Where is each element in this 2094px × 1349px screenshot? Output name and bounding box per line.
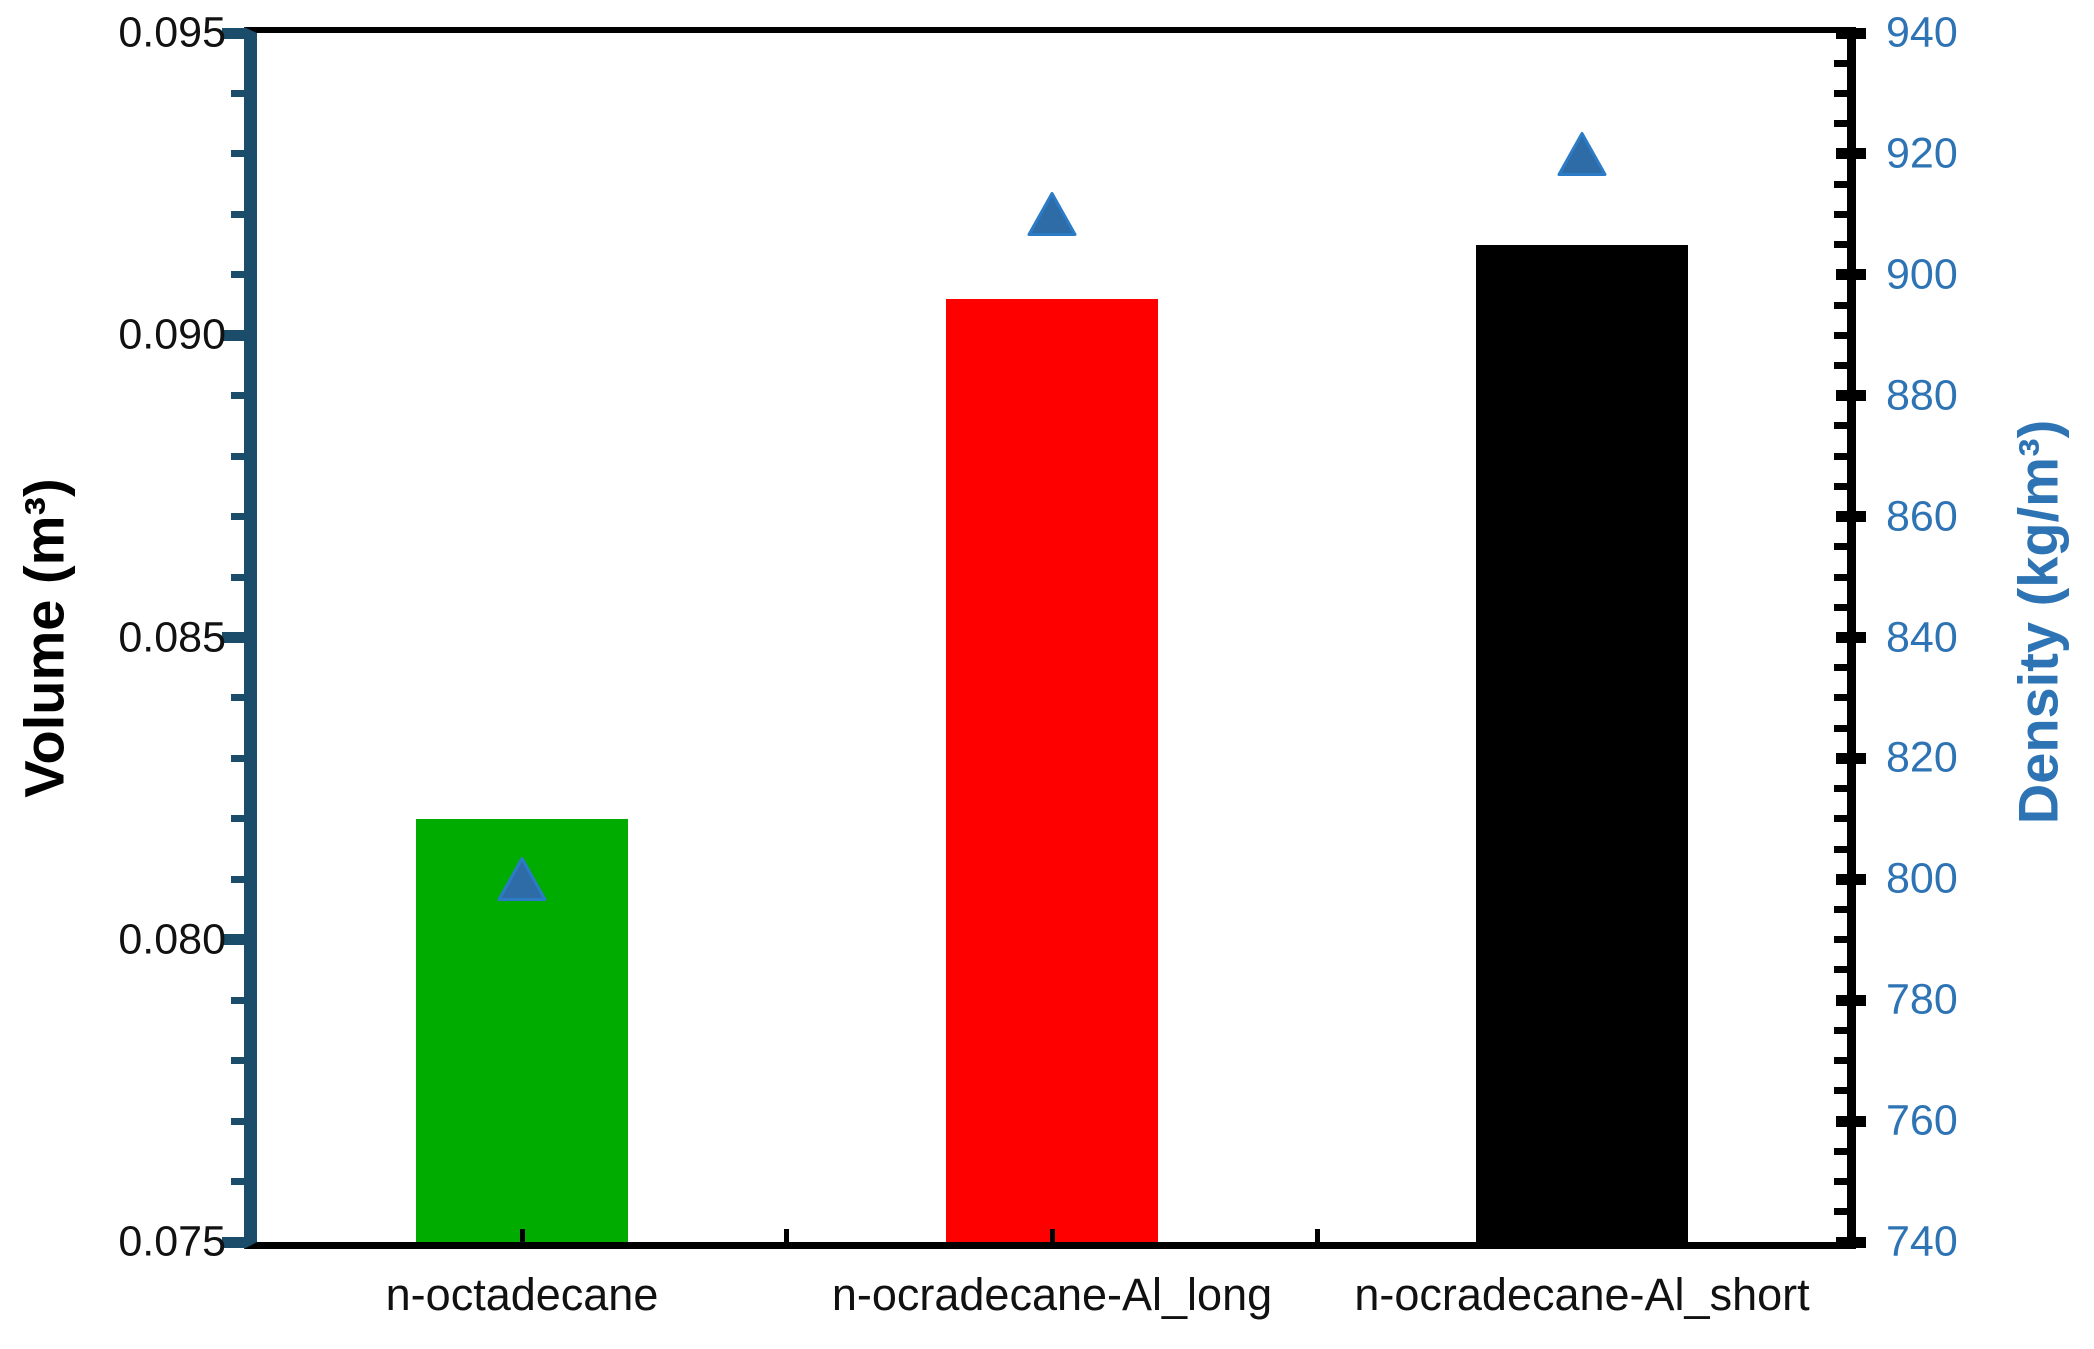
left-axis-tick-label: 0.075 xyxy=(118,1217,226,1266)
right-axis-minor-tick xyxy=(1834,362,1847,369)
left-axis-major-tick xyxy=(222,1237,244,1248)
right-axis-major-tick xyxy=(1836,1237,1866,1248)
density-marker xyxy=(1026,191,1078,238)
left-axis-minor-tick xyxy=(231,453,244,460)
right-axis-minor-tick xyxy=(1834,966,1847,973)
x-axis-inner-tick xyxy=(520,1229,525,1242)
volume-bar xyxy=(1476,245,1688,1242)
right-axis-minor-tick xyxy=(1834,815,1847,822)
right-axis-title: Density (kg/m³) xyxy=(2006,419,2070,825)
volume-bar xyxy=(946,299,1158,1242)
right-axis-tick-label: 880 xyxy=(1886,371,1958,420)
left-axis-minor-tick xyxy=(231,271,244,278)
right-axis-tick-label: 920 xyxy=(1886,129,1958,178)
left-axis-minor-tick xyxy=(231,392,244,399)
right-axis-minor-tick xyxy=(1834,543,1847,550)
right-axis-tick-label: 780 xyxy=(1886,975,1958,1024)
right-axis-major-tick xyxy=(1836,28,1866,39)
left-axis-minor-tick xyxy=(231,1118,244,1125)
right-axis-tick-label: 860 xyxy=(1886,492,1958,541)
right-axis-minor-tick xyxy=(1834,1027,1847,1034)
right-axis-minor-tick xyxy=(1834,332,1847,339)
right-axis-minor-tick xyxy=(1834,906,1847,913)
right-axis-major-tick xyxy=(1836,1116,1866,1127)
left-axis-major-tick xyxy=(222,28,244,39)
left-axis-major-tick xyxy=(222,330,244,341)
right-axis-minor-tick xyxy=(1834,574,1847,581)
right-axis-tick-label: 900 xyxy=(1886,250,1958,299)
right-axis-tick-label: 820 xyxy=(1886,733,1958,782)
x-axis-inner-tick xyxy=(784,1229,789,1242)
right-axis-minor-tick xyxy=(1834,1087,1847,1094)
category-label: n-octadecane xyxy=(385,1269,659,1320)
right-axis-major-tick xyxy=(1836,874,1866,885)
right-axis-minor-tick xyxy=(1834,1208,1847,1215)
right-axis-minor-tick xyxy=(1834,453,1847,460)
right-axis-minor-tick xyxy=(1834,120,1847,127)
right-axis-tick-label: 840 xyxy=(1886,613,1958,662)
left-axis-minor-tick xyxy=(231,755,244,762)
right-axis-minor-tick xyxy=(1834,181,1847,188)
triangle-up-icon xyxy=(1557,132,1607,176)
left-axis-minor-tick xyxy=(231,694,244,701)
triangle-up-icon xyxy=(1027,192,1077,236)
category-label: n-ocradecane-Al_long xyxy=(831,1269,1273,1320)
right-axis-major-tick xyxy=(1836,269,1866,280)
right-axis-minor-tick xyxy=(1834,241,1847,248)
left-axis-minor-tick xyxy=(231,997,244,1004)
left-axis-tick-label: 0.090 xyxy=(118,310,226,359)
left-axis-major-tick xyxy=(222,934,244,945)
right-axis-minor-tick xyxy=(1834,1148,1847,1155)
right-axis-minor-tick xyxy=(1834,60,1847,67)
right-axis-minor-tick xyxy=(1834,302,1847,309)
x-axis-inner-tick xyxy=(1050,1229,1055,1242)
right-axis-tick-label: 940 xyxy=(1886,8,1958,57)
right-axis-minor-tick xyxy=(1834,785,1847,792)
left-axis-tick-label: 0.095 xyxy=(118,8,226,57)
left-axis-tick-label: 0.085 xyxy=(118,613,226,662)
left-axis-minor-tick xyxy=(231,513,244,520)
left-axis-minor-tick xyxy=(231,876,244,883)
right-axis-major-tick xyxy=(1836,753,1866,764)
right-axis-minor-tick xyxy=(1834,422,1847,429)
right-axis-minor-tick xyxy=(1834,90,1847,97)
left-axis-minor-tick xyxy=(231,150,244,157)
right-axis-major-tick xyxy=(1836,148,1866,159)
x-axis-inner-tick xyxy=(1579,1229,1584,1242)
right-axis-minor-tick xyxy=(1834,604,1847,611)
left-axis-minor-tick xyxy=(231,1057,244,1064)
right-axis-minor-tick xyxy=(1834,1178,1847,1185)
left-axis-minor-tick xyxy=(231,574,244,581)
triangle-up-icon xyxy=(497,857,547,901)
density-marker xyxy=(496,856,548,903)
right-axis-major-tick xyxy=(1836,511,1866,522)
right-axis-minor-tick xyxy=(1834,846,1847,853)
x-axis-inner-tick xyxy=(1315,1229,1320,1242)
right-axis-tick-label: 800 xyxy=(1886,854,1958,903)
right-axis-major-tick xyxy=(1836,390,1866,401)
right-axis-minor-tick xyxy=(1834,211,1847,218)
right-axis-major-tick xyxy=(1836,995,1866,1006)
density-marker xyxy=(1556,131,1608,178)
left-axis-minor-tick xyxy=(231,90,244,97)
right-axis-minor-tick xyxy=(1834,936,1847,943)
right-axis-minor-tick xyxy=(1834,1057,1847,1064)
right-axis-minor-tick xyxy=(1834,483,1847,490)
right-axis-minor-tick xyxy=(1834,725,1847,732)
right-axis-minor-tick xyxy=(1834,664,1847,671)
left-axis-tick-label: 0.080 xyxy=(118,915,226,964)
left-axis-minor-tick xyxy=(231,211,244,218)
right-axis-tick-label: 740 xyxy=(1886,1217,1958,1266)
right-axis-tick-label: 760 xyxy=(1886,1096,1958,1145)
left-axis-major-tick xyxy=(222,632,244,643)
category-label: n-ocradecane-Al_short xyxy=(1354,1269,1810,1320)
right-axis-major-tick xyxy=(1836,632,1866,643)
left-axis-minor-tick xyxy=(231,1178,244,1185)
right-axis-minor-tick xyxy=(1834,694,1847,701)
left-axis-minor-tick xyxy=(231,815,244,822)
